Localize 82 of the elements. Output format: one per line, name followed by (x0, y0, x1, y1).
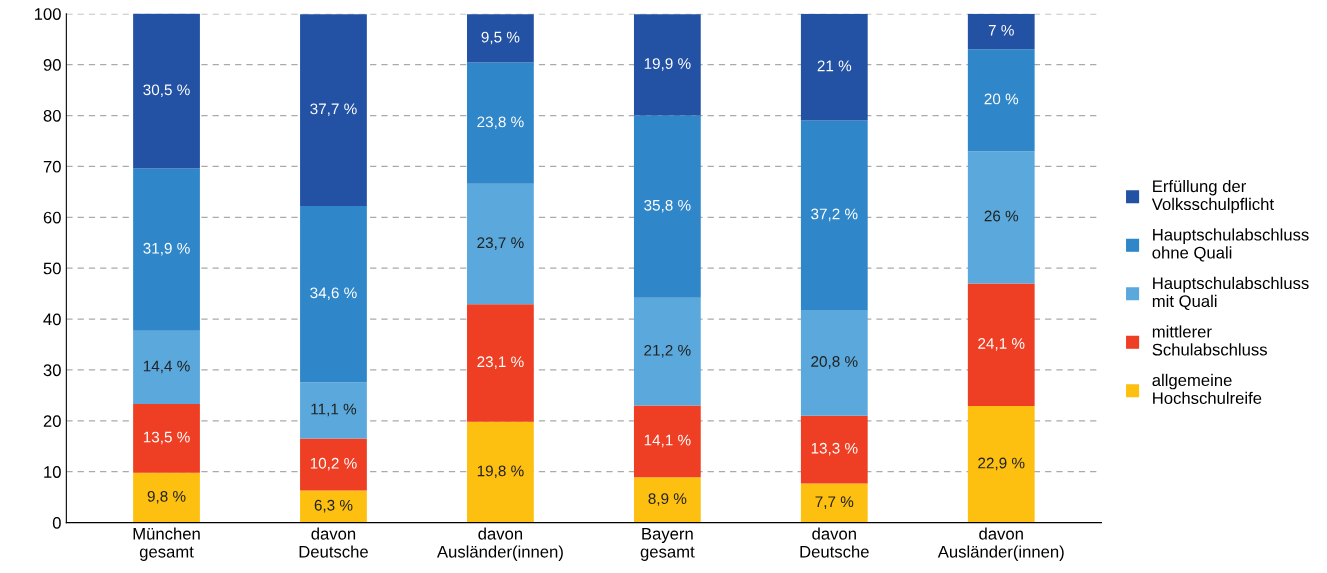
legend-label: allgemeine Hochschulreife (1152, 373, 1262, 405)
data-label: 19,9 % (644, 58, 691, 71)
bar (300, 206, 367, 383)
y-tick-label: 0 (52, 516, 61, 529)
bar (633, 477, 701, 523)
data-label: 34,6 % (310, 287, 357, 301)
data-label: 11,1 % (311, 403, 357, 417)
data-label: 30,5 % (143, 84, 190, 97)
data-label: 26 % (984, 210, 1019, 222)
x-tick-label: München gesamt (133, 527, 200, 561)
data-label: 14,4 % (143, 360, 190, 374)
y-tick-label: 30 (43, 364, 61, 377)
y-tick-label: 50 (43, 262, 61, 275)
bar (800, 309, 868, 416)
y-tick-label: 100 (34, 8, 61, 20)
bar (967, 49, 1035, 152)
data-label: 7 % (988, 24, 1014, 36)
bar (133, 330, 200, 405)
legend-label: Hauptschulabschluss mit Quali (1152, 276, 1309, 311)
bar (467, 304, 534, 422)
data-label: 20,8 % (811, 356, 858, 369)
y-tick-label: 80 (43, 109, 61, 122)
bar (633, 14, 701, 116)
x-tick-label: Bayern gesamt (640, 528, 695, 561)
y-tick-label: 60 (43, 211, 61, 224)
bar (467, 183, 534, 305)
bar (633, 297, 701, 406)
data-label: 10,2 % (310, 457, 357, 471)
bar (133, 472, 200, 523)
data-label: 9,8 % (147, 490, 186, 504)
bar (133, 404, 200, 473)
bar (467, 62, 534, 184)
data-label: 23,8 % (477, 116, 524, 130)
data-label: 6,3 % (314, 499, 353, 513)
y-tick-label: 70 (43, 160, 61, 173)
data-label: 13,5 % (143, 431, 190, 445)
data-label: 37,2 % (811, 208, 858, 222)
bar (300, 14, 367, 207)
bar (133, 168, 200, 331)
data-label: 23,7 % (477, 237, 524, 250)
y-tick-label: 10 (44, 466, 61, 478)
data-label: 23,1 % (477, 356, 524, 369)
bar (467, 14, 534, 63)
legend-label: mittlerer Schulabschluss (1152, 325, 1267, 356)
bar (300, 490, 367, 523)
data-label: 19,8 % (477, 465, 524, 479)
bar (467, 421, 534, 523)
data-label: 37,7 % (310, 103, 357, 117)
legend-label: Erfüllung der Volksschulpflicht (1151, 179, 1274, 214)
data-label: 9,5 % (481, 31, 520, 45)
bar (800, 415, 868, 484)
data-label: 35,8 % (644, 199, 691, 213)
data-label: 7,7 % (815, 496, 854, 509)
x-tick-label: davon Ausländer(innen) (436, 527, 563, 561)
data-label: 13,3 % (811, 442, 858, 456)
bar (967, 151, 1035, 284)
bar (133, 13, 200, 169)
data-label: 8,9 % (648, 493, 687, 506)
bar (800, 13, 868, 121)
y-tick-label: 20 (43, 415, 61, 428)
data-label: 24,1 % (978, 338, 1025, 351)
bar (633, 115, 701, 298)
bar (967, 406, 1035, 523)
bar (967, 13, 1035, 50)
bar (800, 120, 868, 310)
x-tick-label: davon Deutsche (800, 527, 869, 558)
legend-label: Hauptschulabschluss ohne Quali (1152, 228, 1309, 262)
x-tick-label: davon Ausländer(innen) (937, 527, 1064, 561)
y-tick-label: 90 (43, 59, 61, 71)
bar (967, 283, 1035, 407)
bar (633, 405, 701, 478)
data-label: 21,2 % (644, 344, 691, 358)
data-label: 20 % (984, 93, 1019, 105)
bar (300, 382, 367, 439)
data-label: 21 % (817, 60, 852, 72)
data-label: 22,9 % (978, 457, 1025, 471)
data-label: 14,1 % (644, 434, 691, 448)
y-tick-label: 40 (43, 313, 61, 326)
x-tick-label: davon Deutsche (299, 527, 368, 558)
data-label: 31,9 % (143, 242, 190, 256)
bar (300, 438, 367, 491)
bar (800, 483, 868, 523)
